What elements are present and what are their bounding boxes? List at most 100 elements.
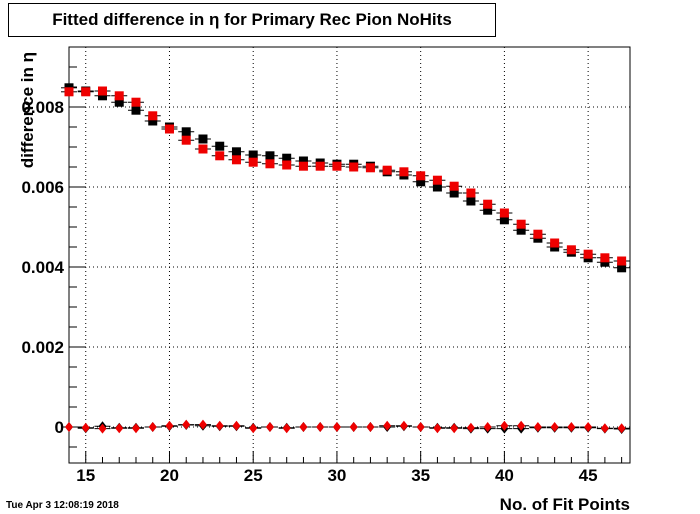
data-point-square (248, 150, 258, 160)
data-point-square (566, 245, 576, 255)
data-point-diamond (433, 423, 442, 434)
y-tick-label: 0.006 (21, 178, 64, 197)
x-tick-label: 20 (160, 466, 179, 485)
data-point-square (198, 134, 208, 144)
y-tick-label: 0.004 (21, 258, 64, 277)
data-point-square (416, 177, 426, 187)
data-point-square (483, 205, 493, 215)
data-point-diamond (182, 419, 191, 430)
data-point-diamond (399, 420, 408, 431)
data-point-square (64, 87, 74, 97)
data-point-diamond (115, 423, 124, 434)
data-point-square (617, 263, 627, 273)
series-3 (61, 419, 630, 434)
series-0 (61, 83, 630, 273)
data-point-diamond (483, 422, 492, 432)
data-point-square (164, 124, 174, 134)
data-point-diamond (198, 419, 207, 430)
data-point-diamond (584, 422, 593, 432)
chart-title: Fitted difference in η for Primary Rec P… (8, 3, 496, 37)
data-point-square (148, 111, 158, 121)
data-point-diamond (533, 422, 542, 432)
data-point-square (516, 219, 526, 229)
data-point-diamond (232, 420, 241, 431)
data-point-square (499, 208, 509, 218)
data-point-square (248, 157, 258, 167)
data-point-diamond (165, 420, 174, 431)
data-point-diamond (299, 422, 308, 432)
x-tick-label: 25 (244, 466, 263, 485)
data-point-diamond (215, 420, 224, 431)
data-point-square (298, 156, 308, 166)
data-point-square (97, 86, 107, 96)
data-series (61, 83, 630, 434)
plot-frame (68, 46, 631, 464)
data-point-square (533, 229, 543, 239)
data-point-diamond (81, 422, 90, 433)
data-point-square (516, 225, 526, 235)
data-point-square (131, 97, 141, 107)
y-tick-label: 0.008 (21, 98, 64, 117)
data-point-diamond (265, 422, 274, 432)
data-point-square (198, 144, 208, 154)
data-point-diamond (282, 423, 291, 434)
data-point-diamond (550, 422, 559, 432)
data-point-square (332, 161, 342, 171)
data-point-square (298, 161, 308, 171)
data-point-square (617, 256, 627, 266)
data-point-square (483, 199, 493, 209)
data-point-diamond (517, 420, 526, 431)
data-point-square (432, 175, 442, 185)
data-point-diamond (466, 422, 475, 433)
data-point-square (600, 253, 610, 263)
data-point-diamond (383, 420, 392, 431)
data-point-square (114, 91, 124, 101)
data-point-square (215, 141, 225, 151)
data-point-square (550, 238, 560, 248)
series-1 (61, 86, 630, 266)
data-point-diamond (131, 423, 140, 434)
data-point-diamond (316, 422, 325, 432)
data-point-square (365, 163, 375, 173)
x-tick-label: 40 (495, 466, 514, 485)
x-axis-title: No. of Fit Points (500, 495, 630, 514)
tick-labels: 15 20 25 30 35 40 45 0 0.002 0.004 0.006 0.008 (21, 98, 597, 485)
x-tick-label: 15 (76, 466, 95, 485)
data-point-diamond (450, 423, 459, 434)
data-point-square (466, 196, 476, 206)
data-point-square (382, 165, 392, 175)
data-point-square (265, 151, 275, 161)
x-tick-label: 30 (327, 466, 346, 485)
data-point-diamond (148, 422, 157, 432)
y-tick-label: 0.002 (21, 338, 64, 357)
axis-ticks (68, 46, 623, 463)
data-point-diamond (500, 420, 509, 431)
data-point-diamond (98, 423, 107, 434)
data-point-square (231, 155, 241, 165)
data-point-diamond (332, 422, 341, 432)
data-point-square (181, 127, 191, 137)
data-point-square (97, 91, 107, 101)
data-point-diamond (349, 422, 358, 432)
data-point-diamond (600, 423, 609, 434)
data-point-square (114, 97, 124, 107)
data-point-diamond (249, 423, 258, 434)
data-point-square (466, 188, 476, 198)
data-point-diamond (65, 422, 73, 432)
data-point-diamond (617, 423, 626, 434)
data-point-diamond (567, 422, 576, 432)
data-point-square (349, 162, 359, 172)
datestamp: Tue Apr 3 12:08:19 2018 (6, 500, 119, 511)
y-tick-label: 0 (55, 418, 64, 437)
data-point-square (499, 215, 509, 225)
x-tick-label: 45 (579, 466, 598, 485)
data-point-diamond (416, 422, 425, 432)
data-point-square (432, 182, 442, 192)
data-point-square (131, 105, 141, 115)
data-point-square (148, 116, 158, 126)
data-point-square (282, 153, 292, 163)
y-axis-title: difference in η (18, 52, 37, 168)
data-point-square (215, 151, 225, 161)
data-point-square (282, 160, 292, 170)
